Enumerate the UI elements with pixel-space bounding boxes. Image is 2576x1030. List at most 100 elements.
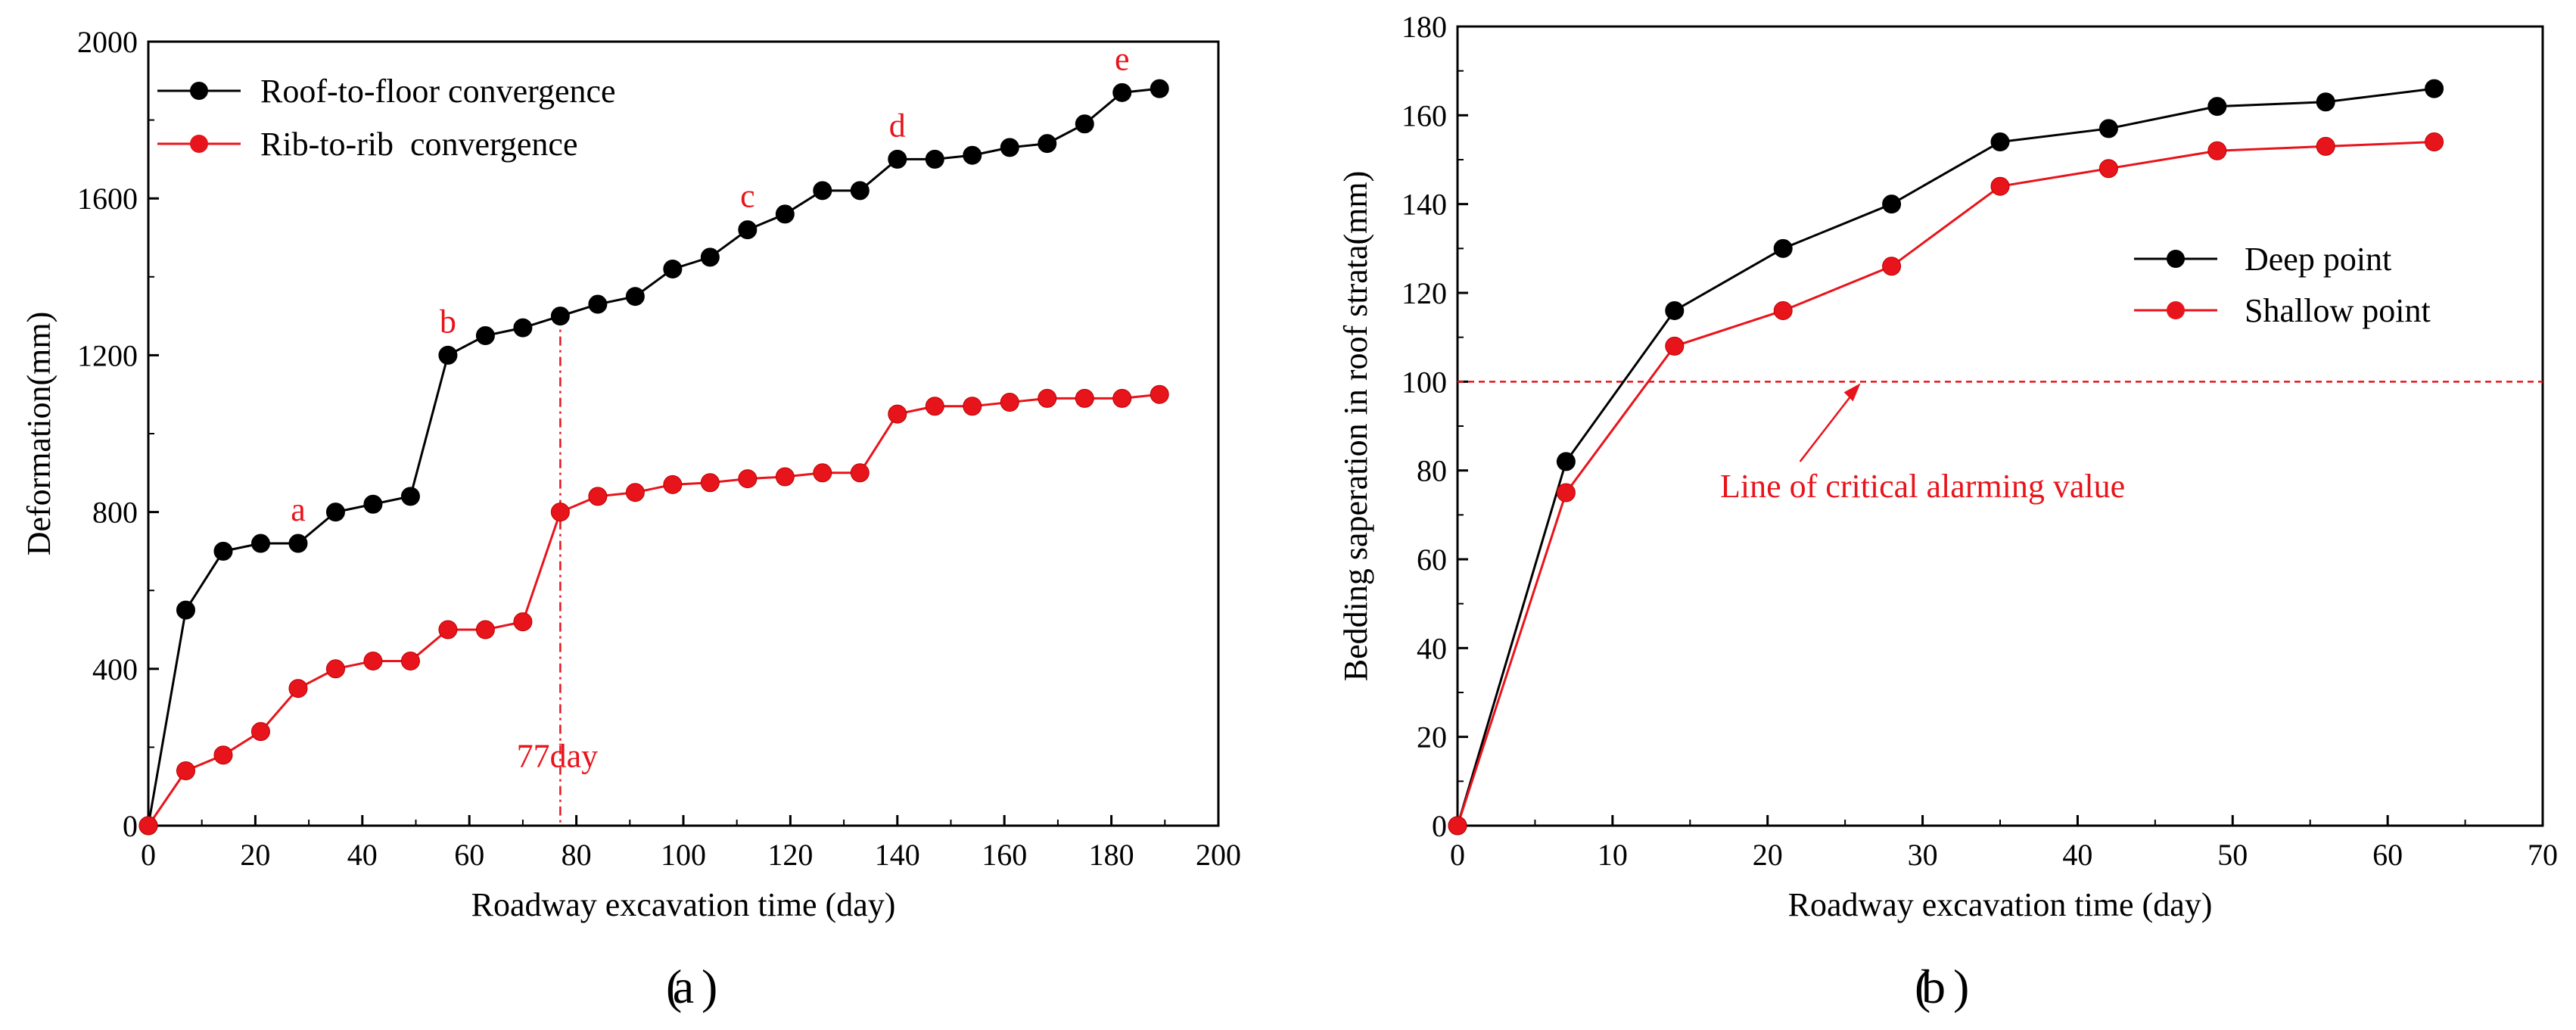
legend-marker-rib	[190, 135, 208, 153]
data-point	[925, 397, 944, 416]
data-point	[513, 318, 533, 338]
legend-label-roof: Roof-to-floor convergence	[260, 73, 616, 110]
data-point	[1038, 388, 1057, 408]
panel-b: 0 10 20 30 40 50 60 70020406080100120140160180 …	[1337, 10, 2558, 1013]
legend-a: Roof-to-floor convergence Rib-to-rib con…	[157, 73, 616, 163]
svg-text:): )	[702, 960, 717, 1013]
data-point	[1000, 393, 1019, 412]
data-point	[2098, 159, 2118, 179]
data-point	[2207, 97, 2227, 117]
legend-marker-shallow	[2167, 301, 2185, 319]
data-point	[588, 487, 608, 506]
data-point	[138, 816, 158, 836]
data-point	[1112, 82, 1132, 102]
data-point	[1112, 388, 1132, 408]
data-point	[775, 467, 795, 487]
data-point	[363, 494, 383, 514]
legend-label-deep: Deep point	[2245, 241, 2391, 278]
y-tick-label: 800	[92, 496, 138, 530]
data-point	[1882, 194, 1902, 214]
y-axis-title-a: Deformation(mm)	[20, 312, 58, 556]
data-point	[550, 307, 570, 326]
legend-marker-roof	[190, 82, 208, 100]
y-tick-label: 0	[123, 809, 138, 843]
data-point	[1150, 384, 1169, 404]
data-point	[1773, 300, 1793, 320]
y-tick-label: 80	[1417, 454, 1447, 488]
data-point	[1773, 238, 1793, 258]
stage-label-d: d	[889, 107, 906, 144]
x-tick-label: 0	[141, 838, 156, 872]
svg-text:): )	[1953, 960, 1969, 1013]
x-y-ticks-a: 0 20 40 60 80 100 120 140 160 180 2000400800120016…	[77, 25, 1241, 872]
data-point	[775, 204, 795, 224]
legend-label-rib: Rib-to-rib convergence	[260, 126, 577, 163]
svg-text:(: (	[666, 960, 682, 1013]
data-point	[288, 679, 308, 699]
series-lines-a	[147, 87, 1160, 826]
stage-label-b: b	[440, 303, 456, 340]
data-point	[2098, 119, 2118, 138]
stage-label-a: a	[291, 491, 306, 528]
series-points-b	[1448, 79, 2444, 836]
panel-letter-b: b	[1921, 960, 1946, 1013]
panel-letter-a: a	[673, 960, 694, 1013]
x-tick-label: 20	[1753, 838, 1783, 872]
data-point	[850, 181, 870, 201]
data-point	[1665, 336, 1685, 356]
vline-label: 77day	[517, 737, 599, 774]
legend-marker-deep	[2167, 250, 2185, 268]
series-lines-b	[1456, 87, 2434, 826]
data-point	[1990, 132, 2010, 152]
y-tick-label: 160	[1402, 98, 1447, 132]
legend-label-shallow: Shallow point	[2245, 292, 2431, 329]
alarm-arrow-shaft	[1799, 388, 1857, 462]
data-point	[663, 475, 683, 494]
y-tick-label: 180	[1402, 10, 1447, 44]
data-point	[963, 145, 982, 165]
y-tick-label: 100	[1402, 365, 1447, 399]
data-point	[1448, 816, 1467, 836]
y-tick-label: 60	[1417, 543, 1447, 577]
data-point	[176, 600, 195, 620]
data-point	[438, 345, 458, 365]
x-tick-label: 0	[1450, 838, 1465, 872]
data-point	[1882, 257, 1902, 276]
data-point	[400, 651, 420, 671]
data-point	[1000, 138, 1019, 157]
data-point	[738, 220, 758, 240]
data-point	[1150, 79, 1169, 98]
y-tick-label: 40	[1417, 631, 1447, 665]
data-point	[475, 620, 495, 639]
y-tick-label: 20	[1417, 720, 1447, 755]
panel-label-b: ( b )	[1915, 960, 1969, 1013]
series-points-a	[138, 79, 1169, 836]
stage-annotations: a b c d e	[291, 40, 1129, 528]
data-point	[925, 149, 944, 169]
panel-a: 0 20 40 60 80 100 120 140 160 180 2000400800120016…	[20, 25, 1241, 1013]
x-tick-label: 70	[2528, 838, 2558, 872]
data-point	[1665, 300, 1685, 320]
data-point	[1038, 134, 1057, 154]
data-point	[625, 287, 645, 307]
x-tick-label: 80	[562, 838, 592, 872]
series-line-0	[1456, 87, 2434, 826]
x-axis-title-a: Roadway excavation time (day)	[471, 886, 896, 923]
stage-label-e: e	[1115, 40, 1130, 77]
data-point	[550, 503, 570, 522]
x-y-ticks-b: 0 10 20 30 40 50 60 70 0 20 40 60 80 100 120 140 160 180	[1402, 10, 2558, 872]
x-tick-label: 60	[454, 838, 484, 872]
data-point	[888, 149, 907, 169]
data-point	[663, 259, 683, 279]
data-point	[438, 620, 458, 639]
data-point	[700, 473, 720, 493]
data-point	[1556, 483, 1576, 503]
y-tick-label: 400	[92, 652, 138, 686]
stage-label-c: c	[740, 178, 755, 215]
x-tick-label: 180	[1089, 838, 1134, 872]
x-tick-label: 160	[982, 838, 1027, 872]
data-point	[288, 534, 308, 553]
data-point	[2207, 141, 2227, 160]
data-point	[888, 404, 907, 424]
x-tick-label: 50	[2217, 838, 2248, 872]
